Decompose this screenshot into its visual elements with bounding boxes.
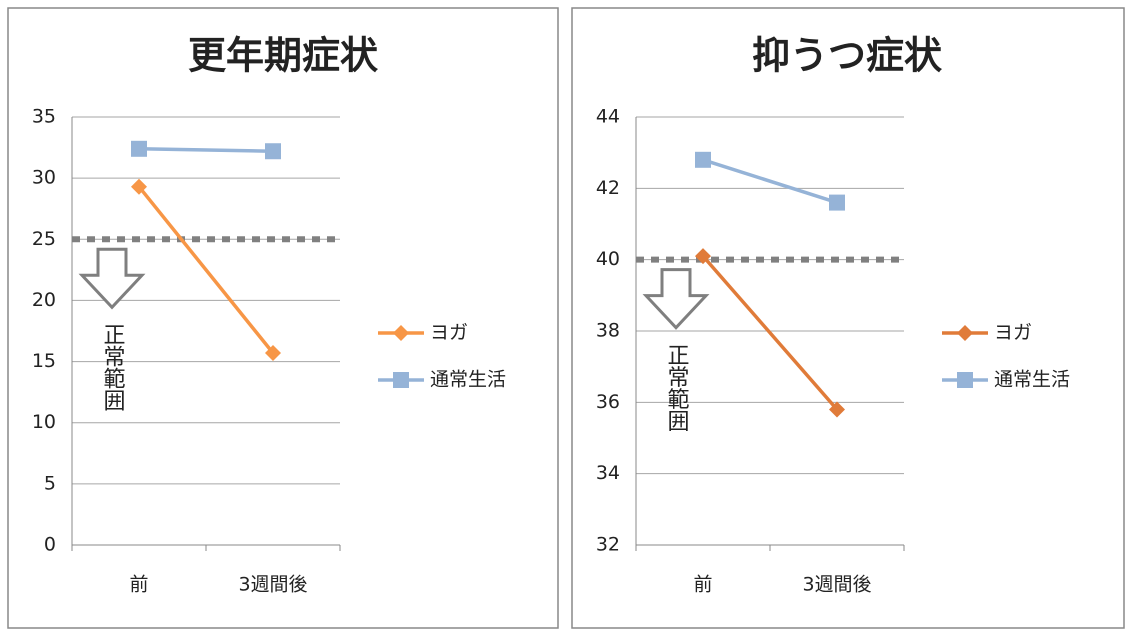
legend-marker <box>393 372 409 388</box>
chart-title: 更年期症状 <box>188 34 379 78</box>
series-line <box>701 254 839 411</box>
marker <box>265 345 281 362</box>
y-tick-label: 25 <box>32 228 56 250</box>
y-tick-label: 44 <box>596 106 620 128</box>
series-line <box>137 185 275 355</box>
y-tick-label: 40 <box>596 248 620 270</box>
legend-label: ヨガ <box>994 322 1032 344</box>
legend-label: ヨガ <box>430 322 468 344</box>
annotation: 正常範囲 <box>100 323 126 411</box>
y-tick-label: 35 <box>32 106 56 128</box>
arrow <box>642 268 710 330</box>
y-tick-label: 42 <box>596 177 620 199</box>
legend-marker <box>957 325 973 341</box>
y-tick-label: 10 <box>32 411 56 433</box>
legend-label: 通常生活 <box>994 369 1070 391</box>
y-tick-label: 38 <box>596 320 620 342</box>
legend-marker <box>957 372 973 388</box>
x-tick-label: 前 <box>693 574 712 596</box>
x-tick-label: 3週間後 <box>238 574 307 596</box>
y-tick-label: 15 <box>32 350 56 372</box>
y-tick-label: 5 <box>44 472 56 494</box>
x-tick-label: 3週間後 <box>802 574 871 596</box>
y-tick-label: 20 <box>32 289 56 311</box>
series-line <box>702 158 838 205</box>
panel <box>571 7 1125 629</box>
series-line <box>138 147 274 153</box>
marker <box>131 140 147 157</box>
marker <box>829 401 845 418</box>
marker <box>829 194 845 211</box>
annotation: 正常範囲 <box>664 344 690 432</box>
marker <box>695 248 711 265</box>
y-tick-label: 32 <box>596 534 620 556</box>
y-tick-label: 0 <box>44 534 56 556</box>
legend-label: 通常生活 <box>430 369 506 391</box>
y-tick-label: 30 <box>32 167 56 189</box>
marker <box>131 178 147 195</box>
legend-marker <box>393 325 409 341</box>
x-tick-label: 前 <box>129 574 148 596</box>
marker <box>695 151 711 168</box>
chart-title: 抑うつ症状 <box>752 34 943 78</box>
y-tick-label: 36 <box>596 391 620 413</box>
arrow <box>78 247 146 310</box>
panel <box>7 7 559 629</box>
y-tick-label: 34 <box>596 462 620 484</box>
marker <box>265 143 281 160</box>
